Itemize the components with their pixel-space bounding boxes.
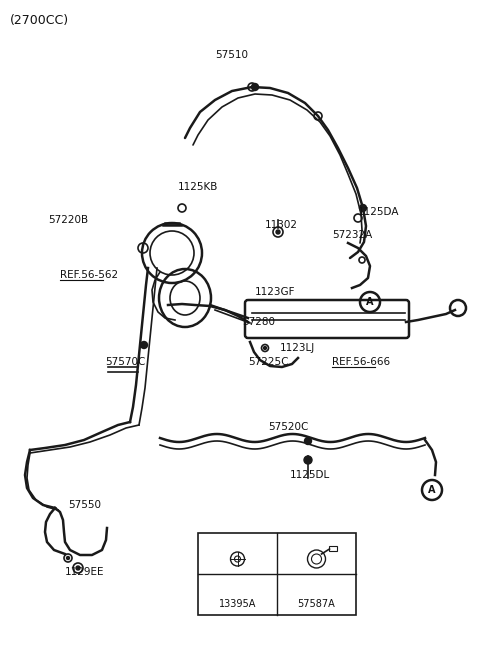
Circle shape [252,83,259,91]
Text: 57510: 57510 [215,50,248,60]
Text: 11302: 11302 [265,220,298,230]
Circle shape [67,556,70,560]
Circle shape [360,205,367,211]
Text: A: A [366,297,374,307]
Circle shape [264,346,266,350]
Circle shape [141,342,147,348]
Circle shape [304,456,312,464]
Text: REF.56-666: REF.56-666 [332,357,390,367]
Circle shape [304,438,312,445]
Text: REF.56-562: REF.56-562 [60,270,118,280]
Bar [328,546,336,551]
Text: 1125DA: 1125DA [358,207,399,217]
Text: 57232A: 57232A [332,230,372,240]
Text: 1125DL: 1125DL [290,470,330,480]
Text: 57587A: 57587A [298,599,336,609]
Circle shape [76,566,80,570]
Bar [198,533,356,615]
Text: 57220B: 57220B [48,215,88,225]
Text: 1123LJ: 1123LJ [280,343,315,353]
Text: 57550: 57550 [68,500,101,510]
Text: 13395A: 13395A [219,599,256,609]
Text: (2700CC): (2700CC) [10,14,69,27]
Text: 57570C: 57570C [105,357,145,367]
Text: 1123GF: 1123GF [255,287,296,297]
Text: A: A [428,485,436,495]
Text: 1125KB: 1125KB [178,182,218,192]
Circle shape [276,230,280,234]
Text: 57280: 57280 [242,317,275,327]
Text: 57225C: 57225C [248,357,288,367]
Text: 57520C: 57520C [268,422,308,432]
Text: 1129EE: 1129EE [65,567,105,577]
